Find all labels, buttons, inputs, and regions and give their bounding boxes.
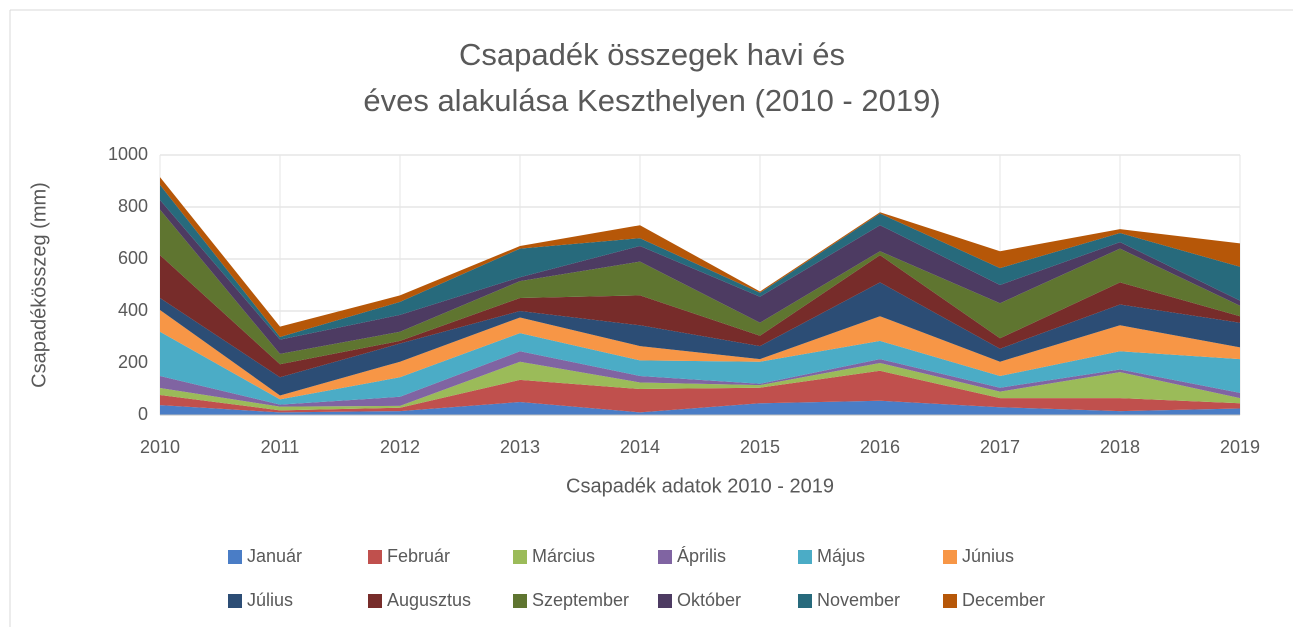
area: [160, 309, 1240, 400]
legend-swatch: [658, 550, 672, 564]
x-axis-title: Csapadék adatok 2010 - 2019: [566, 475, 834, 497]
legend-swatch: [228, 550, 242, 564]
legend-swatch: [513, 550, 527, 564]
x-tick-label: 2012: [380, 437, 420, 457]
x-tick-label: 2013: [500, 437, 540, 457]
area: [160, 184, 1240, 340]
area: [160, 209, 1240, 365]
legend-swatch: [943, 550, 957, 564]
x-tick-label: 2014: [620, 437, 660, 457]
chart-title: éves alakulása Keszthelyen (2010 - 2019): [363, 83, 940, 118]
legend-label: Február: [387, 546, 450, 566]
y-tick-label: 400: [118, 300, 148, 320]
x-tick-label: 2019: [1220, 437, 1260, 457]
legend-label: December: [962, 590, 1045, 610]
area: [160, 331, 1240, 405]
legend-swatch: [513, 594, 527, 608]
area: [160, 282, 1240, 396]
legend-label: Október: [677, 590, 741, 610]
legend-swatch: [658, 594, 672, 608]
area: [160, 255, 1240, 378]
x-tick-label: 2016: [860, 437, 900, 457]
x-tick-label: 2011: [261, 437, 300, 457]
area: [160, 199, 1240, 354]
legend-label: Augusztus: [387, 590, 471, 610]
area: [160, 351, 1240, 407]
y-tick-label: 200: [118, 352, 148, 372]
legend-label: November: [817, 590, 900, 610]
legend-swatch: [943, 594, 957, 608]
chart-title: Csapadék összegek havi és: [459, 37, 845, 72]
legend-label: Március: [532, 546, 595, 566]
area: [160, 361, 1240, 411]
y-axis-title: Csapadékösszeg (mm): [28, 182, 50, 388]
y-tick-label: 0: [138, 404, 148, 424]
x-tick-label: 2010: [140, 437, 180, 457]
legend-label: Június: [962, 546, 1014, 566]
y-tick-label: 600: [118, 248, 148, 268]
legend-label: Július: [247, 590, 293, 610]
y-tick-label: 800: [118, 196, 148, 216]
area: [160, 177, 1240, 337]
area: [160, 400, 1240, 415]
x-tick-label: 2017: [980, 437, 1020, 457]
legend-swatch: [798, 594, 812, 608]
legend-swatch: [368, 550, 382, 564]
legend-swatch: [798, 550, 812, 564]
legend-label: Január: [247, 546, 302, 566]
area: [160, 370, 1240, 413]
legend-label: Szeptember: [532, 590, 629, 610]
x-tick-label: 2018: [1100, 437, 1140, 457]
legend-swatch: [368, 594, 382, 608]
y-tick-label: 1000: [108, 144, 148, 164]
legend-label: Április: [677, 546, 726, 566]
x-tick-label: 2015: [740, 437, 780, 457]
legend-label: Május: [817, 546, 865, 566]
legend-swatch: [228, 594, 242, 608]
